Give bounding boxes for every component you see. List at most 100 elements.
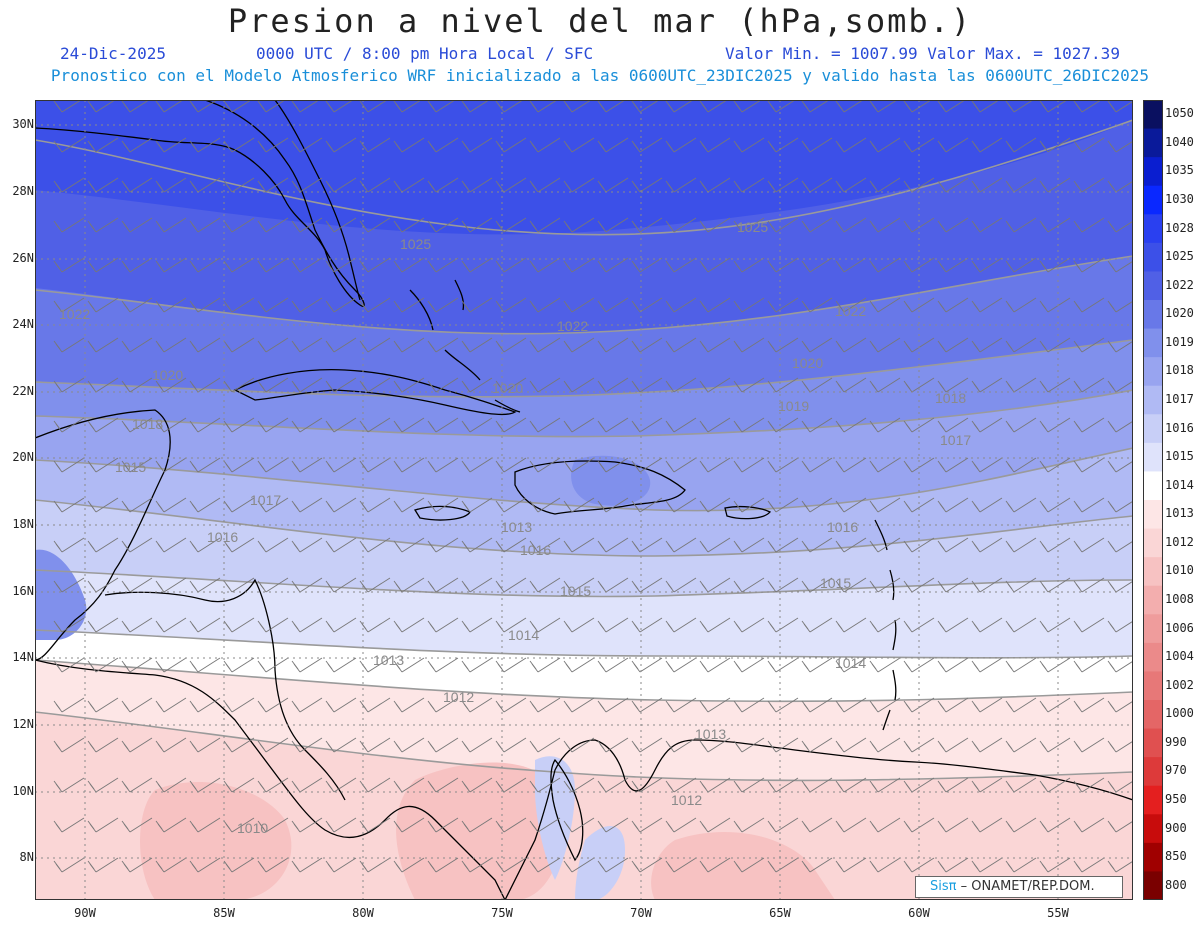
- wind-barb: [87, 137, 119, 153]
- coast-yucatan: [35, 409, 171, 661]
- wind-barb: [937, 697, 969, 713]
- wind-barb: [325, 417, 357, 433]
- wind-barb: [189, 697, 221, 713]
- wind-barb: [257, 537, 289, 553]
- wind-barb: [801, 217, 833, 233]
- wind-barb: [155, 497, 187, 513]
- wind-barb: [121, 737, 153, 753]
- wind-barb: [427, 297, 459, 313]
- sispi-logo: Sisπ: [930, 879, 957, 894]
- wind-barb: [53, 177, 85, 193]
- wind-barb: [291, 337, 323, 353]
- wind-barb: [1039, 297, 1071, 313]
- wind-barb: [529, 497, 561, 513]
- wind-barb: [801, 337, 833, 353]
- wind-barb: [53, 537, 85, 553]
- wind-barb: [1073, 417, 1105, 433]
- lat-label: 8N: [19, 850, 34, 864]
- wind-barb: [597, 817, 629, 833]
- wind-barb: [495, 497, 527, 513]
- wind-barb: [393, 737, 425, 753]
- isobar-label: 1020: [792, 355, 823, 371]
- wind-barb: [1039, 817, 1071, 833]
- wind-barb: [1005, 457, 1037, 473]
- isobar-1020: [35, 339, 1133, 398]
- wind-barb: [903, 297, 935, 313]
- wind-barb: [903, 217, 935, 233]
- wind-barb: [1073, 377, 1105, 393]
- wind-barb: [1005, 537, 1037, 553]
- wind-barb: [1005, 817, 1037, 833]
- wind-barb: [767, 817, 799, 833]
- wind-barb: [699, 377, 731, 393]
- isobar-label: 1018: [935, 390, 966, 406]
- wind-barb: [767, 657, 799, 673]
- wind-barb: [733, 297, 765, 313]
- isobar-label: 1014: [835, 655, 866, 671]
- wind-barb: [1005, 257, 1037, 273]
- coast-puerto-rico: [724, 505, 772, 520]
- wind-barb: [699, 257, 731, 273]
- wind-barb: [1107, 500, 1133, 513]
- isobar-1017: [35, 499, 1133, 557]
- lat-label: 14N: [12, 650, 34, 664]
- wind-barb: [1107, 740, 1133, 753]
- wind-barb: [971, 177, 1003, 193]
- isobar-1025: [35, 119, 1133, 236]
- wind-barb: [563, 217, 595, 233]
- wind-barb: [529, 457, 561, 473]
- wind-barb: [529, 217, 561, 233]
- wind-barb: [835, 777, 867, 793]
- wind-barb: [1005, 497, 1037, 513]
- wind-barb: [223, 417, 255, 433]
- wind-barb: [903, 537, 935, 553]
- wind-barb: [597, 857, 629, 873]
- wind-barb: [631, 297, 663, 313]
- wind-barbs: [53, 100, 1133, 873]
- colorbar-swatch: [1143, 357, 1163, 387]
- wind-barb: [223, 617, 255, 633]
- credit-text: – ONAMET/REP.DOM.: [960, 879, 1095, 894]
- wind-barb: [325, 177, 357, 193]
- wind-barb: [393, 137, 425, 153]
- wind-barb: [461, 697, 493, 713]
- colorbar-label: 1022: [1165, 277, 1194, 292]
- wind-barb: [359, 697, 391, 713]
- wind-barb: [155, 417, 187, 433]
- wind-barb: [291, 177, 323, 193]
- lon-label: 60W: [908, 906, 930, 920]
- wind-barb: [495, 297, 527, 313]
- wind-barb: [189, 137, 221, 153]
- colorbar-label: 900: [1165, 820, 1187, 835]
- wind-barb: [121, 857, 153, 873]
- wind-barb: [1107, 780, 1133, 793]
- wind-barb: [461, 337, 493, 353]
- wind-barb: [461, 257, 493, 273]
- wind-barb: [189, 257, 221, 273]
- colorbar-swatch: [1143, 185, 1163, 215]
- wind-barb: [325, 537, 357, 553]
- wind-barb: [257, 217, 289, 233]
- wind-barb: [359, 817, 391, 833]
- wind-barb: [801, 457, 833, 473]
- wind-barb: [427, 417, 459, 433]
- wind-barb: [1073, 337, 1105, 353]
- wind-barb: [903, 457, 935, 473]
- wind-barb: [597, 337, 629, 353]
- wind-barb: [393, 497, 425, 513]
- wind-barb: [801, 137, 833, 153]
- wind-barb: [53, 457, 85, 473]
- wind-barb: [767, 417, 799, 433]
- model-info: Pronostico con el Modelo Atmosferico WRF…: [50, 66, 1150, 85]
- wind-barb: [665, 817, 697, 833]
- wind-barb: [835, 617, 867, 633]
- wind-barb: [699, 617, 731, 633]
- wind-barb: [733, 697, 765, 713]
- wind-barb: [427, 457, 459, 473]
- wind-barb: [223, 257, 255, 273]
- wind-barb: [495, 697, 527, 713]
- wind-barb: [1107, 420, 1133, 433]
- wind-barb: [87, 337, 119, 353]
- wind-barb: [597, 657, 629, 673]
- wind-barb: [699, 737, 731, 753]
